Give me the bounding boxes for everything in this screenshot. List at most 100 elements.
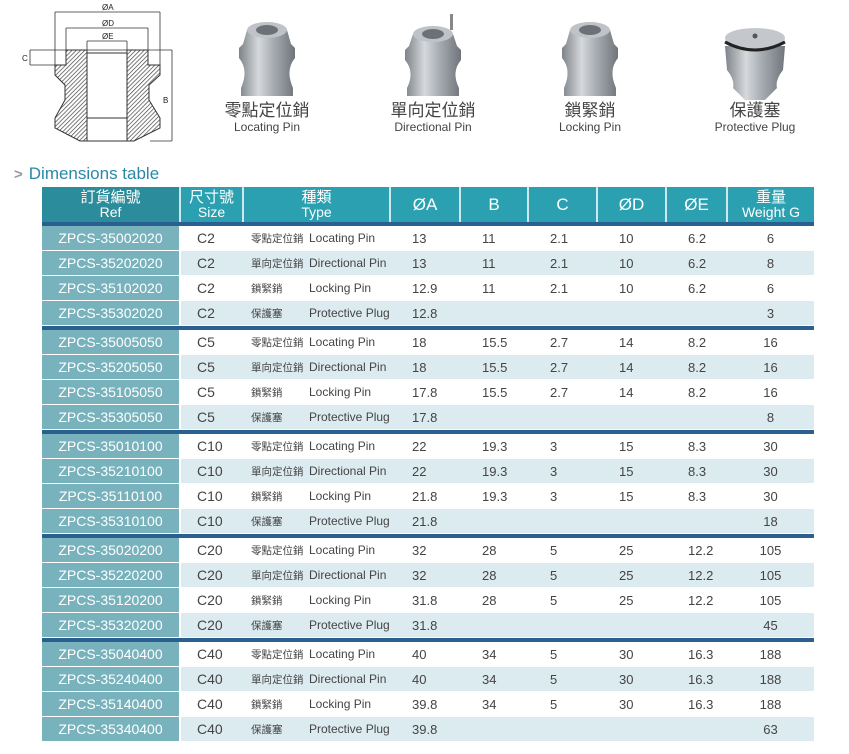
type-en: Locking Pin (309, 697, 372, 711)
cell-weight: 45 (727, 612, 814, 638)
cell-dim-e: 12.2 (666, 562, 727, 588)
type-cn: 單向定位銷 (251, 362, 304, 374)
cell-size: C2 (180, 226, 243, 251)
cell-dim-d: 30 (597, 691, 666, 717)
cell-dim-e (666, 716, 727, 742)
cell-dim-b: 19.3 (460, 434, 528, 459)
group-divider (42, 533, 814, 538)
cell-weight: 18 (727, 508, 814, 534)
type-cn: 保護塞 (251, 516, 283, 528)
cell-weight: 188 (727, 642, 814, 667)
cell-dim-c: 5 (528, 666, 597, 692)
cell-ref: ZPCS-35120200 (42, 587, 181, 613)
cell-dim-d (597, 716, 666, 742)
table-row: ZPCS-35140400 C40 鎖緊銷 Locking Pin 39.8 34 5 30 1… (42, 691, 814, 717)
cell-size: C20 (180, 538, 243, 563)
dimensions-table: 訂貨編號 Ref 尺寸號 Size 種類 Type ØA B C ØD ØE 重量 We… (42, 187, 814, 746)
cell-dim-b: 28 (460, 562, 528, 588)
type-cn: 單向定位銷 (251, 570, 304, 582)
cell-weight: 63 (727, 716, 814, 742)
cell-dim-b: 34 (460, 691, 528, 717)
cell-weight: 30 (727, 483, 814, 509)
cell-size: C2 (180, 275, 243, 301)
type-en: Locking Pin (309, 593, 372, 607)
type-cn: 單向定位銷 (251, 674, 304, 686)
cell-dim-b: 28 (460, 538, 528, 563)
cell-dim-b: 28 (460, 587, 528, 613)
cell-dim-a: 12.9 (390, 275, 460, 301)
type-en: Directional Pin (309, 568, 387, 582)
cell-dim-d (597, 612, 666, 638)
table-row: ZPCS-35340400 C40 保護塞 Protective Plug 39.8 63 (42, 716, 814, 742)
type-en: Directional Pin (309, 672, 387, 686)
cell-dim-d (597, 404, 666, 430)
type-en: Protective Plug (309, 514, 390, 528)
type-cn: 單向定位銷 (251, 466, 304, 478)
cell-dim-b: 11 (460, 226, 528, 251)
cell-size: C40 (180, 642, 243, 667)
cell-size: C5 (180, 354, 243, 380)
type-en: Directional Pin (309, 464, 387, 478)
cell-dim-e: 16.3 (666, 642, 727, 667)
product-name-en: Directional Pin (394, 120, 472, 134)
type-en: Locating Pin (309, 439, 376, 453)
type-cn: 零點定位銷 (251, 649, 304, 661)
table-row: ZPCS-35110100 C10 鎖緊銷 Locking Pin 21.8 19.3 3 1… (42, 483, 814, 509)
table-row: ZPCS-35105050 C5 鎖緊銷 Locking Pin 17.8 15.5 2.7… (42, 379, 814, 405)
table-row: ZPCS-35240400 C40 單向定位銷 Directional Pin 40 34… (42, 666, 814, 692)
cell-type: 保護塞 Protective Plug (243, 300, 390, 326)
cell-dim-c: 3 (528, 483, 597, 509)
cell-dim-c (528, 508, 597, 534)
cell-ref: ZPCS-35002020 (42, 226, 181, 251)
cell-dim-e: 8.2 (666, 379, 727, 405)
product-name-en: Protective Plug (714, 120, 796, 134)
col-d: ØD (596, 187, 666, 222)
cell-dim-d: 25 (597, 587, 666, 613)
cell-ref: ZPCS-35202020 (42, 250, 181, 276)
cell-ref: ZPCS-35320200 (42, 612, 181, 638)
cell-dim-c: 2.7 (528, 354, 597, 380)
protective-plug-image (724, 28, 786, 100)
table-row: ZPCS-35005050 C5 零點定位銷 Locating Pin 18 15.5 2.… (42, 330, 814, 355)
cell-dim-e: 8.2 (666, 330, 727, 355)
cell-type: 零點定位銷 Locating Pin (243, 538, 390, 563)
cell-dim-b (460, 300, 528, 326)
type-en: Directional Pin (309, 360, 387, 374)
cell-ref: ZPCS-35040400 (42, 642, 181, 667)
table-row: ZPCS-35220200 C20 單向定位銷 Directional Pin 32 28… (42, 562, 814, 588)
col-size: 尺寸號 Size (179, 187, 243, 222)
cell-dim-d: 14 (597, 379, 666, 405)
product-name-en: Locating Pin (233, 120, 301, 134)
cell-type: 零點定位銷 Locating Pin (243, 434, 390, 459)
cell-dim-b: 34 (460, 666, 528, 692)
locating-pin-image (239, 22, 295, 96)
cell-dim-a: 31.8 (390, 587, 460, 613)
cell-dim-a: 18 (390, 330, 460, 355)
product-locking-pin: 鎖緊銷 Locking Pin (525, 8, 655, 134)
cell-dim-b: 11 (460, 250, 528, 276)
cell-dim-d: 14 (597, 330, 666, 355)
cell-weight: 8 (727, 404, 814, 430)
cell-dim-c: 2.1 (528, 226, 597, 251)
group-divider (42, 429, 814, 434)
type-cn: 鎖緊銷 (251, 699, 283, 711)
type-cn: 鎖緊銷 (251, 387, 283, 399)
cell-dim-a: 40 (390, 642, 460, 667)
cell-dim-d: 25 (597, 538, 666, 563)
cell-dim-a: 17.8 (390, 404, 460, 430)
type-cn: 鎖緊銷 (251, 491, 283, 503)
cell-dim-c: 5 (528, 587, 597, 613)
cell-ref: ZPCS-35220200 (42, 562, 181, 588)
cell-type: 保護塞 Protective Plug (243, 508, 390, 534)
section-heading: > Dimensions table (14, 164, 159, 184)
cell-ref: ZPCS-35010100 (42, 434, 181, 459)
cell-type: 鎖緊銷 Locking Pin (243, 379, 390, 405)
cell-dim-c: 5 (528, 538, 597, 563)
cell-size: C40 (180, 716, 243, 742)
cell-weight: 16 (727, 379, 814, 405)
cell-dim-b: 15.5 (460, 354, 528, 380)
cell-size: C5 (180, 404, 243, 430)
cell-dim-c: 3 (528, 434, 597, 459)
cell-dim-a: 31.8 (390, 612, 460, 638)
cell-type: 單向定位銷 Directional Pin (243, 250, 390, 276)
